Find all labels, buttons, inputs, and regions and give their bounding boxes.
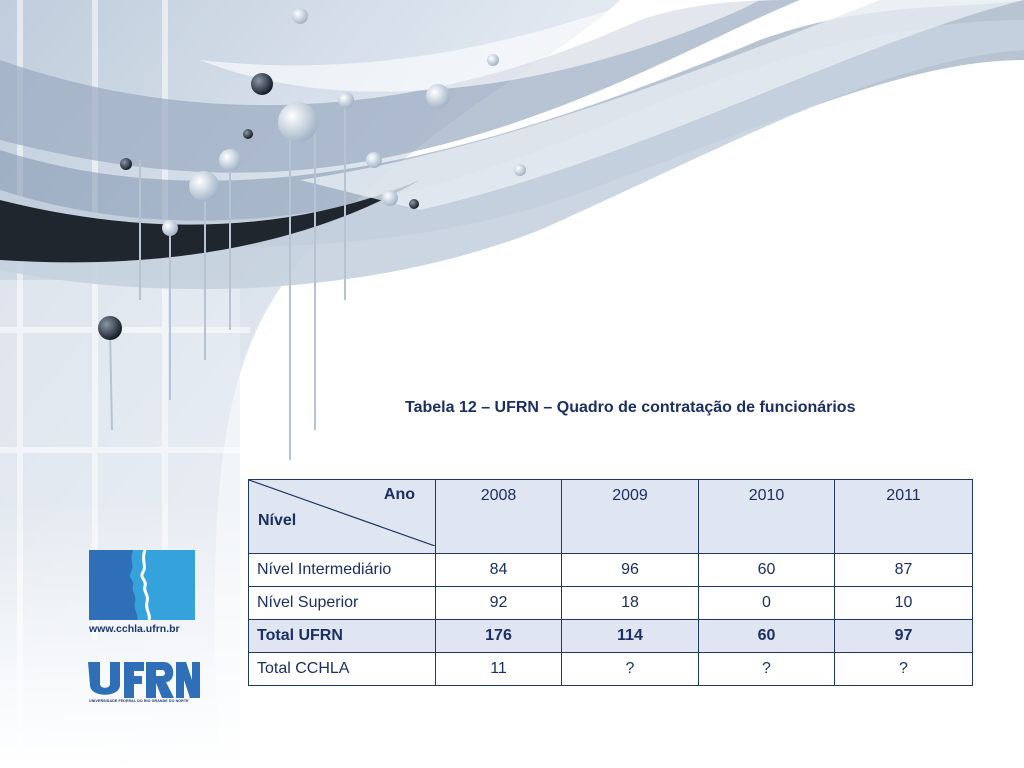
level-axis-label: Nível (258, 512, 297, 529)
ufrn-logo: UNIVERSIDADE FEDERAL DO RIO GRANDE DO NO… (86, 660, 200, 708)
table-row: Total CCHLA 11 ? ? ? (248, 652, 973, 686)
year-header-2008: 2008 (435, 479, 562, 554)
table-cell: 114 (561, 619, 699, 653)
table-cell: ? (561, 652, 699, 686)
year-header-2009: 2009 (561, 479, 699, 554)
table-cell: ? (834, 652, 973, 686)
cchla-faces-icon (89, 549, 195, 621)
table-row: Nível Superior 92 18 0 10 (248, 586, 973, 620)
header-row: Ano Nível 2008 2009 2010 2011 (248, 479, 973, 554)
table-cell: 18 (561, 586, 699, 620)
corner-header-cell: Ano Nível (248, 479, 436, 554)
ufrn-wordmark-icon (88, 662, 200, 698)
row-label: Nível Intermediário (248, 553, 436, 587)
table-cell: ? (698, 652, 835, 686)
table-cell: 0 (698, 586, 835, 620)
cchla-logo: www.cchla.ufrn.br (89, 549, 197, 635)
table-cell: 60 (698, 553, 835, 587)
table-cell: 176 (435, 619, 562, 653)
year-header-2011: 2011 (834, 479, 973, 554)
table-cell: 92 (435, 586, 562, 620)
hiring-table: Ano Nível 2008 2009 2010 2011 Nível Inte… (248, 479, 973, 686)
row-label: Total CCHLA (248, 652, 436, 686)
ufrn-subtitle: UNIVERSIDADE FEDERAL DO RIO GRANDE DO NO… (89, 699, 189, 703)
diagonal-divider (249, 480, 435, 546)
table-cell: 84 (435, 553, 562, 587)
table-cell: 11 (435, 652, 562, 686)
table-cell: 97 (834, 619, 973, 653)
row-label: Total UFRN (248, 619, 436, 653)
total-row: Total UFRN 176 114 60 97 (248, 619, 973, 653)
table-row: Nível Intermediário 84 96 60 87 (248, 553, 973, 587)
year-header-2010: 2010 (698, 479, 835, 554)
table-cell: 87 (834, 553, 973, 587)
row-label: Nível Superior (248, 586, 436, 620)
cchla-url-text: www.cchla.ufrn.br (89, 623, 180, 635)
year-axis-label: Ano (383, 486, 415, 503)
table-title: Tabela 12 – UFRN – Quadro de contratação… (405, 399, 856, 416)
table-cell: 60 (698, 619, 835, 653)
table-cell: 96 (561, 553, 699, 587)
table-cell: 10 (834, 586, 973, 620)
